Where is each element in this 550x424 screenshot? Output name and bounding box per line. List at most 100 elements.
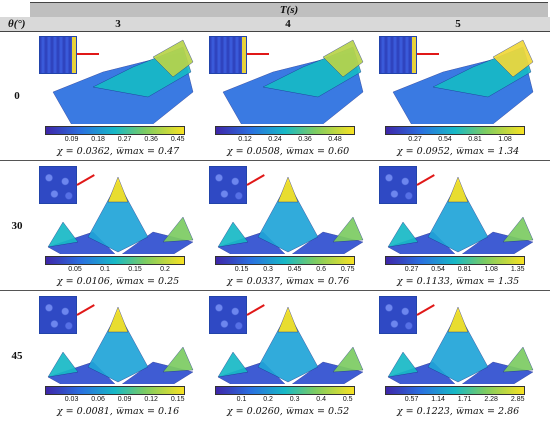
- inset-edge: [412, 37, 416, 73]
- surface-plot: [222, 39, 364, 124]
- arrow-indicator: [417, 53, 439, 55]
- colorbar-tick-label: 0.81: [457, 266, 472, 273]
- colorbar-tick-label: 0.27: [117, 136, 132, 143]
- colorbar-tick-label: 0.1: [100, 266, 110, 273]
- row-label-theta: 45: [11, 350, 23, 362]
- surface-plot-cell: 0.05 0.1 0.15 0.2 χ = 0.0106, w̅max = 0.25: [33, 162, 203, 288]
- colorbar-tick-label: 0.15: [234, 266, 249, 273]
- colorbar-tick-label: 0.15: [128, 266, 142, 273]
- colorbar-tick-label: 0.48: [328, 136, 342, 143]
- surface-plot-cell: 0.1 0.2 0.3 0.4 0.5 χ = 0.0260, w̅max = 0.52: [203, 292, 373, 418]
- colorbar: [215, 386, 355, 395]
- colorbar-tick-label: 0.57: [404, 396, 419, 403]
- colorbar-tick-label: 0.06: [91, 396, 105, 403]
- surface-plot-cell: 0.27 0.54 0.81 1.08 1.35 χ = 0.1133, w̅max = …: [373, 162, 543, 288]
- surface-plot-cell: 0.03 0.06 0.09 0.12 0.15 χ = 0.0081, w̅max = …: [33, 292, 203, 418]
- top-view-inset: [379, 296, 417, 334]
- arrow-indicator: [77, 53, 99, 55]
- surface-facet: [387, 351, 419, 378]
- colorbar-tick-label: 1.08: [498, 136, 512, 143]
- row-divider: [0, 290, 550, 291]
- colorbar-tick-label: 0.3: [263, 266, 273, 273]
- surface-plot: [52, 39, 194, 124]
- surface-facet: [47, 351, 79, 378]
- surface-facet: [492, 39, 534, 78]
- colorbar-tick-label: 0.12: [144, 396, 158, 403]
- colorbar-tick-label: 0.05: [68, 266, 82, 273]
- surface-facet: [107, 176, 129, 203]
- cell-caption: χ = 0.1223, w̅max = 2.86: [396, 406, 520, 417]
- colorbar-tick-label: 0.36: [298, 136, 312, 143]
- surface-plot-cell: 0.15 0.3 0.45 0.6 0.75 χ = 0.0337, w̅max = 0.…: [203, 162, 373, 288]
- surface-facet: [332, 216, 364, 243]
- colorbar-tick-label: 0.36: [144, 136, 158, 143]
- surface-plot: [387, 306, 534, 384]
- surface-facet: [332, 346, 364, 373]
- cell-caption: χ = 0.0260, w̅max = 0.52: [226, 406, 350, 417]
- colorbar: [215, 256, 355, 265]
- surface-facet: [322, 39, 364, 78]
- surface-facet: [107, 306, 129, 333]
- colorbar-tick-label: 2.28: [484, 396, 498, 403]
- surface-facet: [162, 216, 194, 243]
- top-view-inset: [39, 166, 77, 204]
- surface-plot-cell: 0.27 0.54 0.81 1.08 χ = 0.0952, w̅max = 1.34: [373, 32, 543, 158]
- surface-facet: [427, 181, 489, 253]
- column-label-3: 3: [115, 18, 121, 30]
- surface-plot: [217, 306, 364, 384]
- colorbar-tick-label: 0.3: [289, 396, 300, 403]
- surface-facet: [502, 216, 534, 243]
- colorbar-tick-label: 0.15: [170, 396, 185, 403]
- colorbar-tick-label: 0.12: [238, 136, 252, 143]
- inset-edge: [242, 37, 246, 73]
- cell-caption: χ = 0.0106, w̅max = 0.25: [56, 276, 180, 287]
- cell-caption: χ = 0.0362, w̅max = 0.47: [56, 146, 180, 157]
- inset-edge: [72, 37, 76, 73]
- surface-plot: [392, 39, 534, 124]
- colorbar-tick-label: 0.24: [268, 136, 282, 143]
- cell-caption: χ = 0.1133, w̅max = 1.35: [396, 276, 520, 287]
- surface-facet: [217, 221, 249, 248]
- colorbar: [45, 256, 185, 265]
- surface-plot: [47, 306, 194, 384]
- colorbar-tick-label: 0.54: [431, 266, 445, 273]
- colorbar: [215, 126, 355, 135]
- surface-facet: [152, 39, 194, 78]
- colorbar-tick-label: 0.4: [316, 396, 327, 403]
- surface-plot-cell: 0.09 0.18 0.27 0.36 0.45 χ = 0.0362, w̅max = …: [33, 32, 203, 158]
- row-label-theta: 30: [11, 220, 23, 232]
- colorbar-tick-label: 0.81: [468, 136, 482, 143]
- surface-plot: [387, 176, 534, 254]
- colorbar-tick-label: 1.14: [431, 396, 445, 403]
- column-header-row: θ(°) 3 4 5: [0, 17, 550, 32]
- colorbar-tick-label: 0.45: [287, 266, 302, 273]
- top-view-inset: [379, 36, 417, 74]
- surface-facet: [277, 176, 299, 203]
- row-header-label: θ(°): [8, 18, 26, 30]
- colorbar-tick-label: 0.09: [64, 136, 79, 143]
- column-group-header: T(s): [30, 2, 548, 18]
- surface-facet: [217, 351, 249, 378]
- arrow-indicator: [247, 53, 269, 55]
- colorbar-tick-label: 0.45: [170, 136, 185, 143]
- surface-plot-cell: 0.12 0.24 0.36 0.48 χ = 0.0508, w̅max = 0.60: [203, 32, 373, 158]
- surface-facet: [87, 181, 149, 253]
- surface-facet: [162, 346, 194, 373]
- colorbar: [385, 256, 525, 265]
- colorbar-tick-label: 0.1: [236, 396, 247, 403]
- cell-caption: χ = 0.0952, w̅max = 1.34: [396, 146, 520, 157]
- surface-facet: [87, 311, 149, 383]
- top-view-inset: [39, 296, 77, 334]
- cell-caption: χ = 0.0508, w̅max = 0.60: [226, 146, 350, 157]
- cell-caption: χ = 0.0081, w̅max = 0.16: [56, 406, 180, 417]
- colorbar-tick-label: 1.08: [484, 266, 498, 273]
- surface-facet: [387, 221, 419, 248]
- colorbar-tick-label: 1.35: [510, 266, 525, 273]
- top-view-inset: [209, 296, 247, 334]
- colorbar: [45, 386, 185, 395]
- column-label-5: 5: [455, 18, 461, 30]
- column-label-4: 4: [285, 18, 291, 30]
- surface-facet: [47, 221, 79, 248]
- surface-facet: [257, 311, 319, 383]
